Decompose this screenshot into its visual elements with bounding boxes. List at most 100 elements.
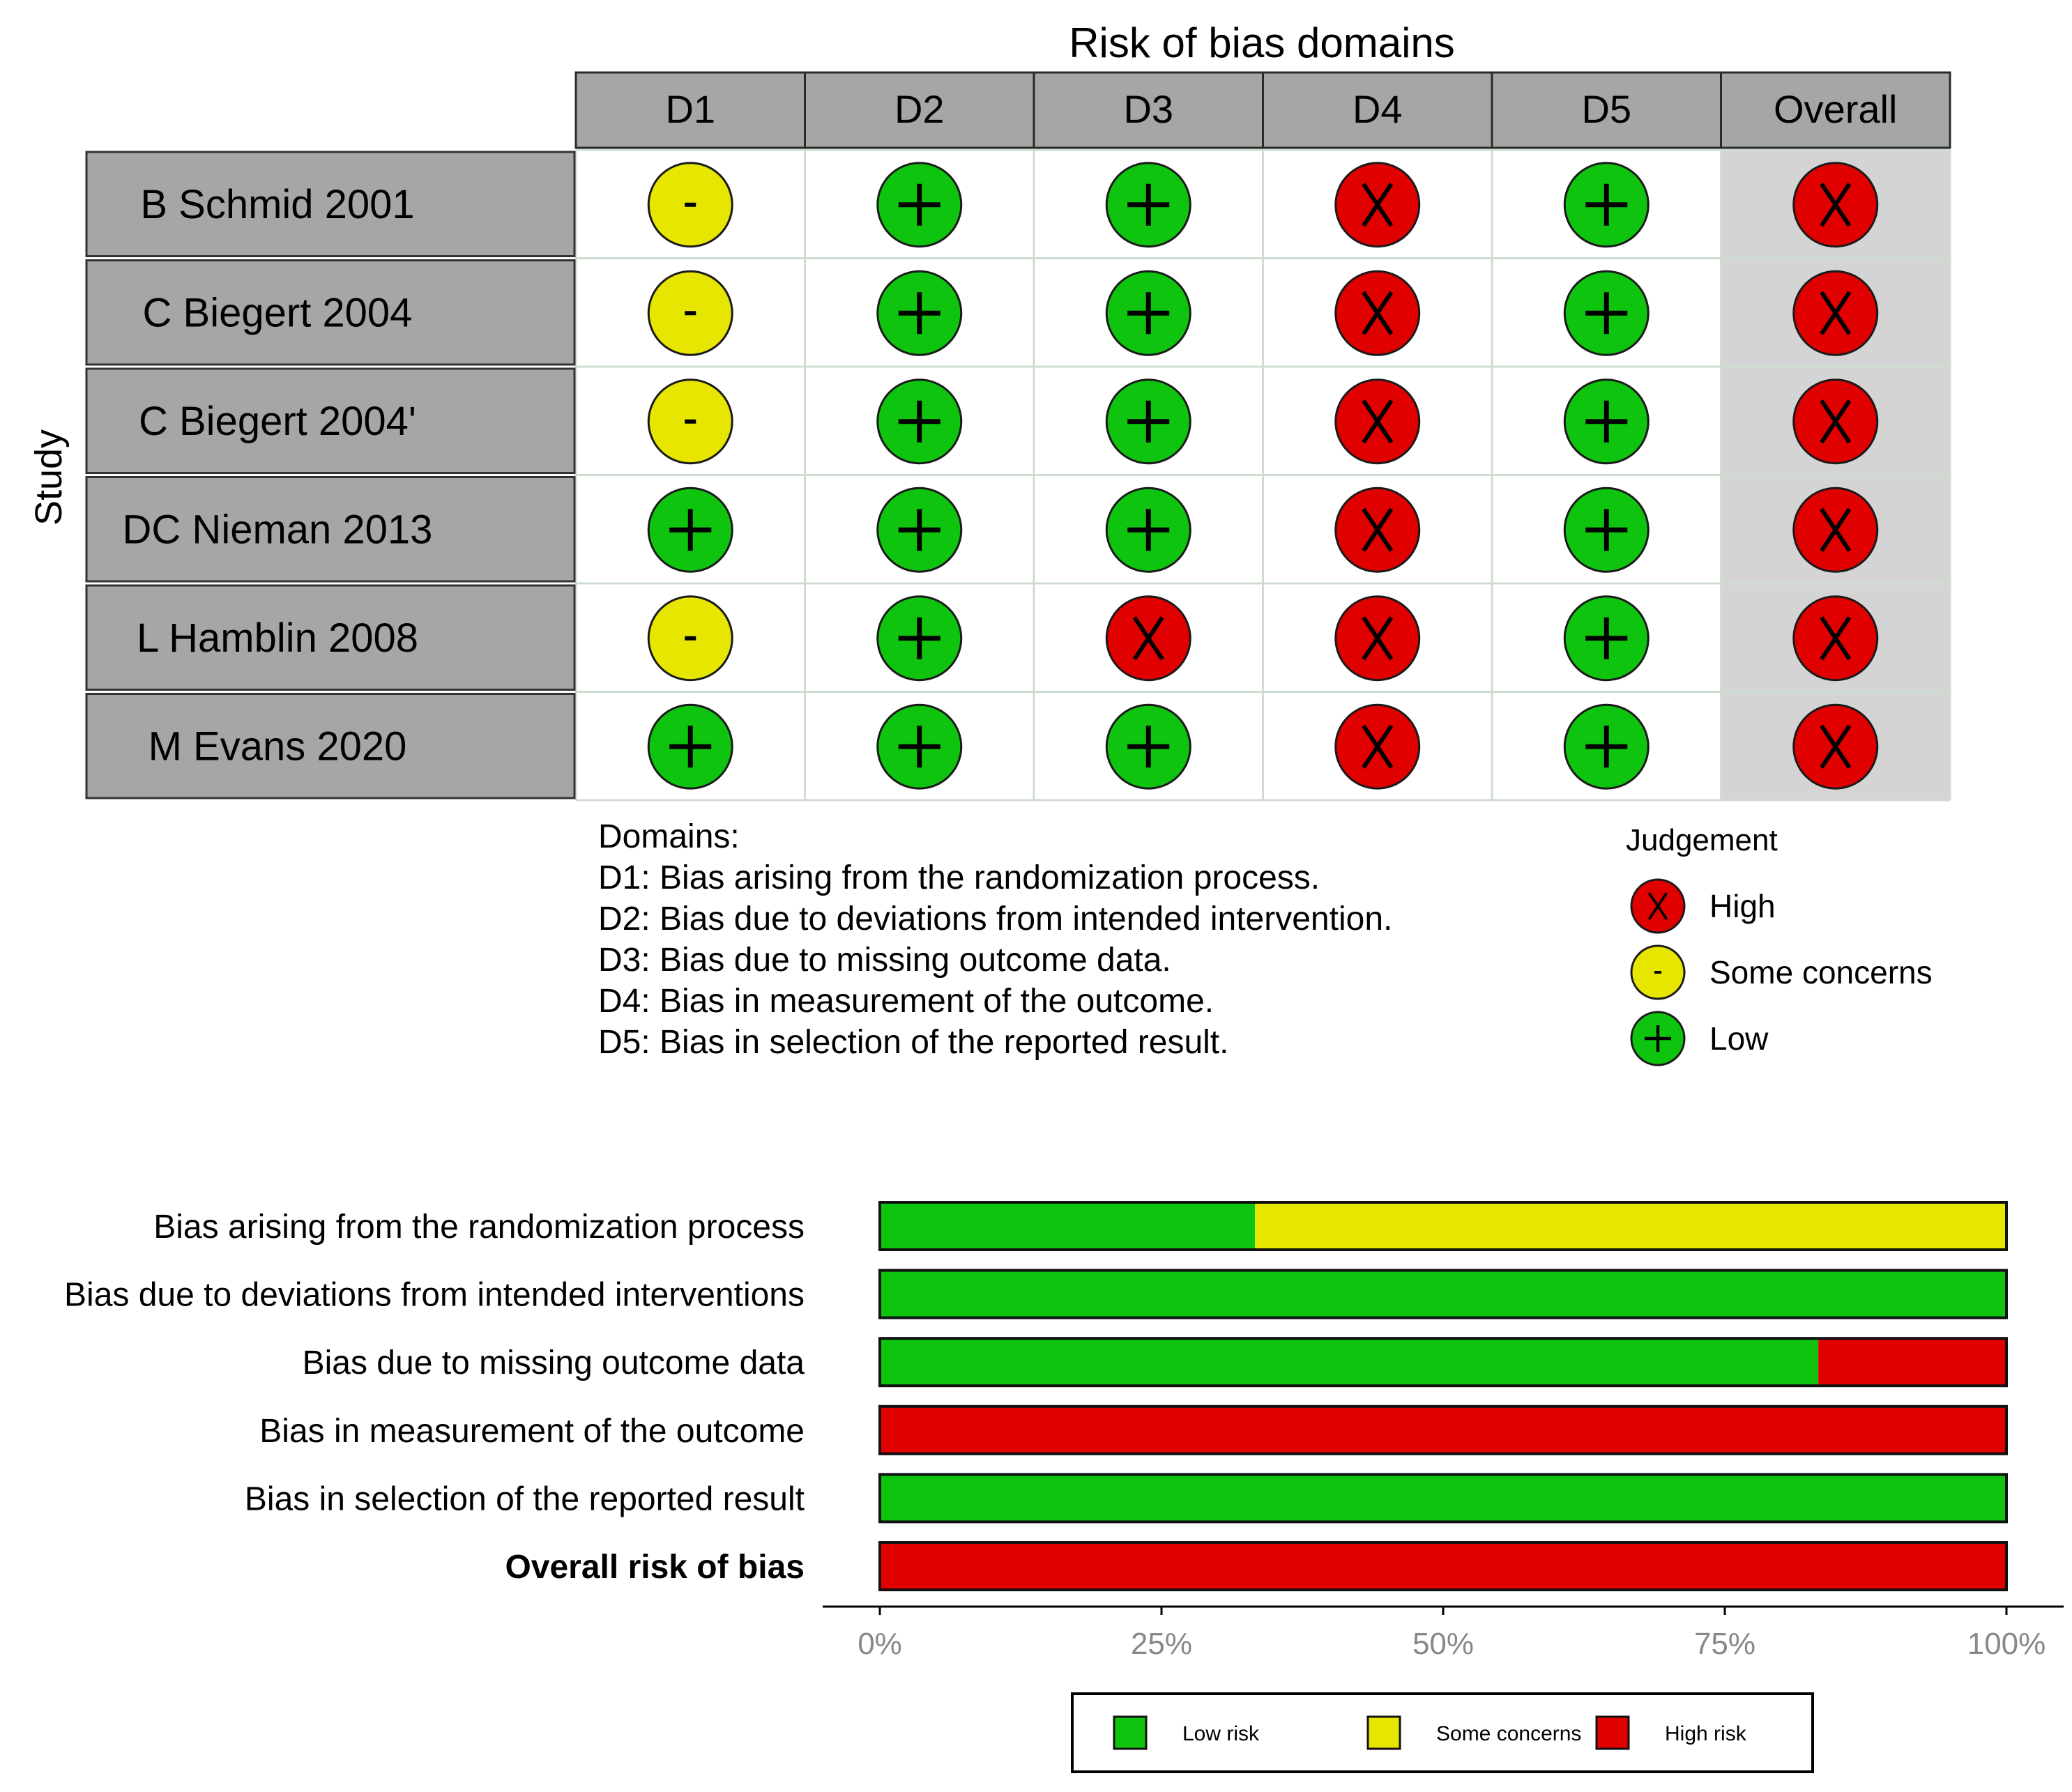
summary-legend-label-some: Some concerns (1436, 1722, 1581, 1745)
summary-bar-outline (878, 1337, 2008, 1388)
summary-bar-segment-low (880, 1474, 2006, 1522)
domain-header-cell (804, 71, 1035, 149)
study-label-cell (85, 367, 576, 474)
judgement-symbol-low-plus-icon (898, 183, 940, 226)
study-label-cell (85, 693, 576, 799)
judgement-symbol-low-plus-icon (1127, 183, 1170, 226)
domain-header-cell (1262, 71, 1493, 149)
judgement-symbol-high-cross-icon (1362, 616, 1394, 661)
summary-bar-segment-low (880, 1270, 2006, 1318)
study-axis-label: Study (28, 429, 70, 526)
summary-legend-swatch-low (1113, 1715, 1148, 1750)
judgement-symbol-high-cross-icon (1820, 507, 1852, 552)
judgement-symbol-low-plus-icon (898, 617, 940, 659)
judgement-symbol-low-plus-icon (898, 400, 940, 443)
domain-header-cell (1033, 71, 1264, 149)
summary-bar-outline (878, 1404, 2008, 1455)
judgement-symbol-high-cross-icon (1820, 291, 1852, 335)
study-label: B Schmid 2001 (140, 182, 414, 227)
domain-header-label: D2 (894, 87, 945, 131)
traffic-light-grid: D1 D2 D3 D4 D5 Overall B Schmid 2001 C Biegert … (85, 71, 1951, 802)
judgement-symbol-low-plus-icon (669, 509, 712, 551)
domains-key-line-d5: D5: Bias in selection of the reported re… (598, 1024, 1228, 1061)
summary-x-tick-label: 0% (858, 1627, 902, 1661)
summary-category-label: Bias arising from the randomization proc… (153, 1209, 805, 1246)
legend-label-high: High (1709, 888, 1776, 924)
summary-legend-label-low: Low risk (1182, 1722, 1260, 1745)
summary-bar-segment-high (1818, 1338, 2006, 1386)
summary-legend-label-high: High risk (1665, 1722, 1747, 1745)
summary-legend: Low risk Some concerns High risk (1071, 1692, 1814, 1773)
legend-symbol-low-plus-icon (1645, 1025, 1671, 1052)
study-label: M Evans 2020 (148, 723, 407, 769)
judgement-symbol-low-plus-icon (1585, 726, 1628, 768)
domain-header-label: D5 (1581, 87, 1631, 131)
study-label-cell (85, 259, 576, 366)
traffic-light-title: Risk of bias domains (1069, 20, 1455, 66)
summary-x-tick-label: 100% (1967, 1627, 2046, 1661)
summary-bar-outline (878, 1201, 2008, 1251)
summary-bar-segment-some (1255, 1202, 2006, 1250)
legend-label-low: Low (1709, 1020, 1769, 1057)
judgement-symbol-high-cross-icon (1362, 183, 1394, 227)
domain-header-label: D1 (665, 87, 715, 131)
summary-legend-swatch-some (1366, 1715, 1401, 1750)
study-label: DC Nieman 2013 (123, 507, 433, 552)
judgement-symbol-low-plus-icon (898, 292, 940, 335)
summary-legend-box (1071, 1692, 1814, 1773)
legend-label-some: Some concerns (1709, 954, 1933, 990)
judgement-symbol-low-plus-icon (1585, 509, 1628, 551)
domain-header-label: Overall (1774, 87, 1897, 131)
study-label: C Biegert 2004 (143, 290, 413, 335)
judgement-symbol-low-plus-icon (1585, 617, 1628, 659)
judgement-symbol-low-plus-icon (898, 509, 940, 551)
judgement-symbol-low-plus-icon (1585, 292, 1628, 335)
summary-x-tick-label: 75% (1694, 1627, 1755, 1661)
summary-category-label: Overall risk of bias (505, 1549, 805, 1586)
summary-bar-outline (878, 1541, 2008, 1591)
judgement-legend-heading: Judgement (1626, 823, 1778, 857)
domain-header-label: D4 (1353, 87, 1403, 131)
judgement-symbol-high-cross-icon (1820, 724, 1852, 769)
summary-bar-chart: Bias arising from the randomization proc… (64, 1201, 2064, 1661)
study-label: L Hamblin 2008 (137, 615, 418, 661)
domains-key-line-d2: D2: Bias due to deviations from intended… (598, 901, 1392, 937)
domain-header-label: D3 (1123, 87, 1173, 131)
summary-bar-segment-low (880, 1338, 1819, 1386)
summary-category-label: Bias due to missing outcome data (303, 1345, 805, 1381)
judgement-symbol-low-plus-icon (669, 726, 712, 768)
study-label-cell (85, 584, 576, 691)
summary-bar-outline (878, 1473, 2008, 1524)
judgement-symbol-low-plus-icon (898, 726, 940, 768)
domains-key-line-d1: D1: Bias arising from the randomization … (598, 859, 1320, 896)
judgement-symbol-high-cross-icon (1132, 616, 1164, 661)
summary-bar-segment-high (880, 1406, 2006, 1454)
domain-header-cell (1491, 71, 1722, 149)
judgement-symbol-high-cross-icon (1362, 399, 1394, 444)
judgement-symbol-low-plus-icon (1127, 509, 1170, 551)
domains-key-line-d4: D4: Bias in measurement of the outcome. (598, 983, 1214, 1020)
summary-category-label: Bias due to deviations from intended int… (64, 1277, 805, 1314)
study-label: C Biegert 2004' (139, 399, 416, 444)
judgement-symbol-low-plus-icon (1127, 292, 1170, 335)
study-label-cell (85, 476, 576, 583)
domain-header-cell (1720, 71, 1951, 149)
judgement-symbol-high-cross-icon (1820, 399, 1852, 444)
judgement-symbol-low-plus-icon (1585, 400, 1628, 443)
summary-category-label: Bias in measurement of the outcome (259, 1413, 805, 1450)
summary-x-tick-label: 25% (1131, 1627, 1192, 1661)
summary-bar-outline (878, 1269, 2008, 1319)
judgement-symbol-high-cross-icon (1362, 724, 1394, 769)
judgement-symbol-low-plus-icon (1585, 183, 1628, 226)
domains-key-line-d3: D3: Bias due to missing outcome data. (598, 942, 1171, 979)
summary-x-tick-label: 50% (1412, 1627, 1474, 1661)
summary-bar-segment-low (880, 1202, 1256, 1250)
domains-key-heading: Domains: (598, 818, 740, 855)
judgement-symbol-low-plus-icon (1127, 400, 1170, 443)
domain-header-cell (574, 71, 806, 149)
judgement-symbol-high-cross-icon (1362, 291, 1394, 335)
summary-legend-swatch-high (1595, 1715, 1630, 1750)
judgement-symbol-high-cross-icon (1820, 183, 1852, 227)
